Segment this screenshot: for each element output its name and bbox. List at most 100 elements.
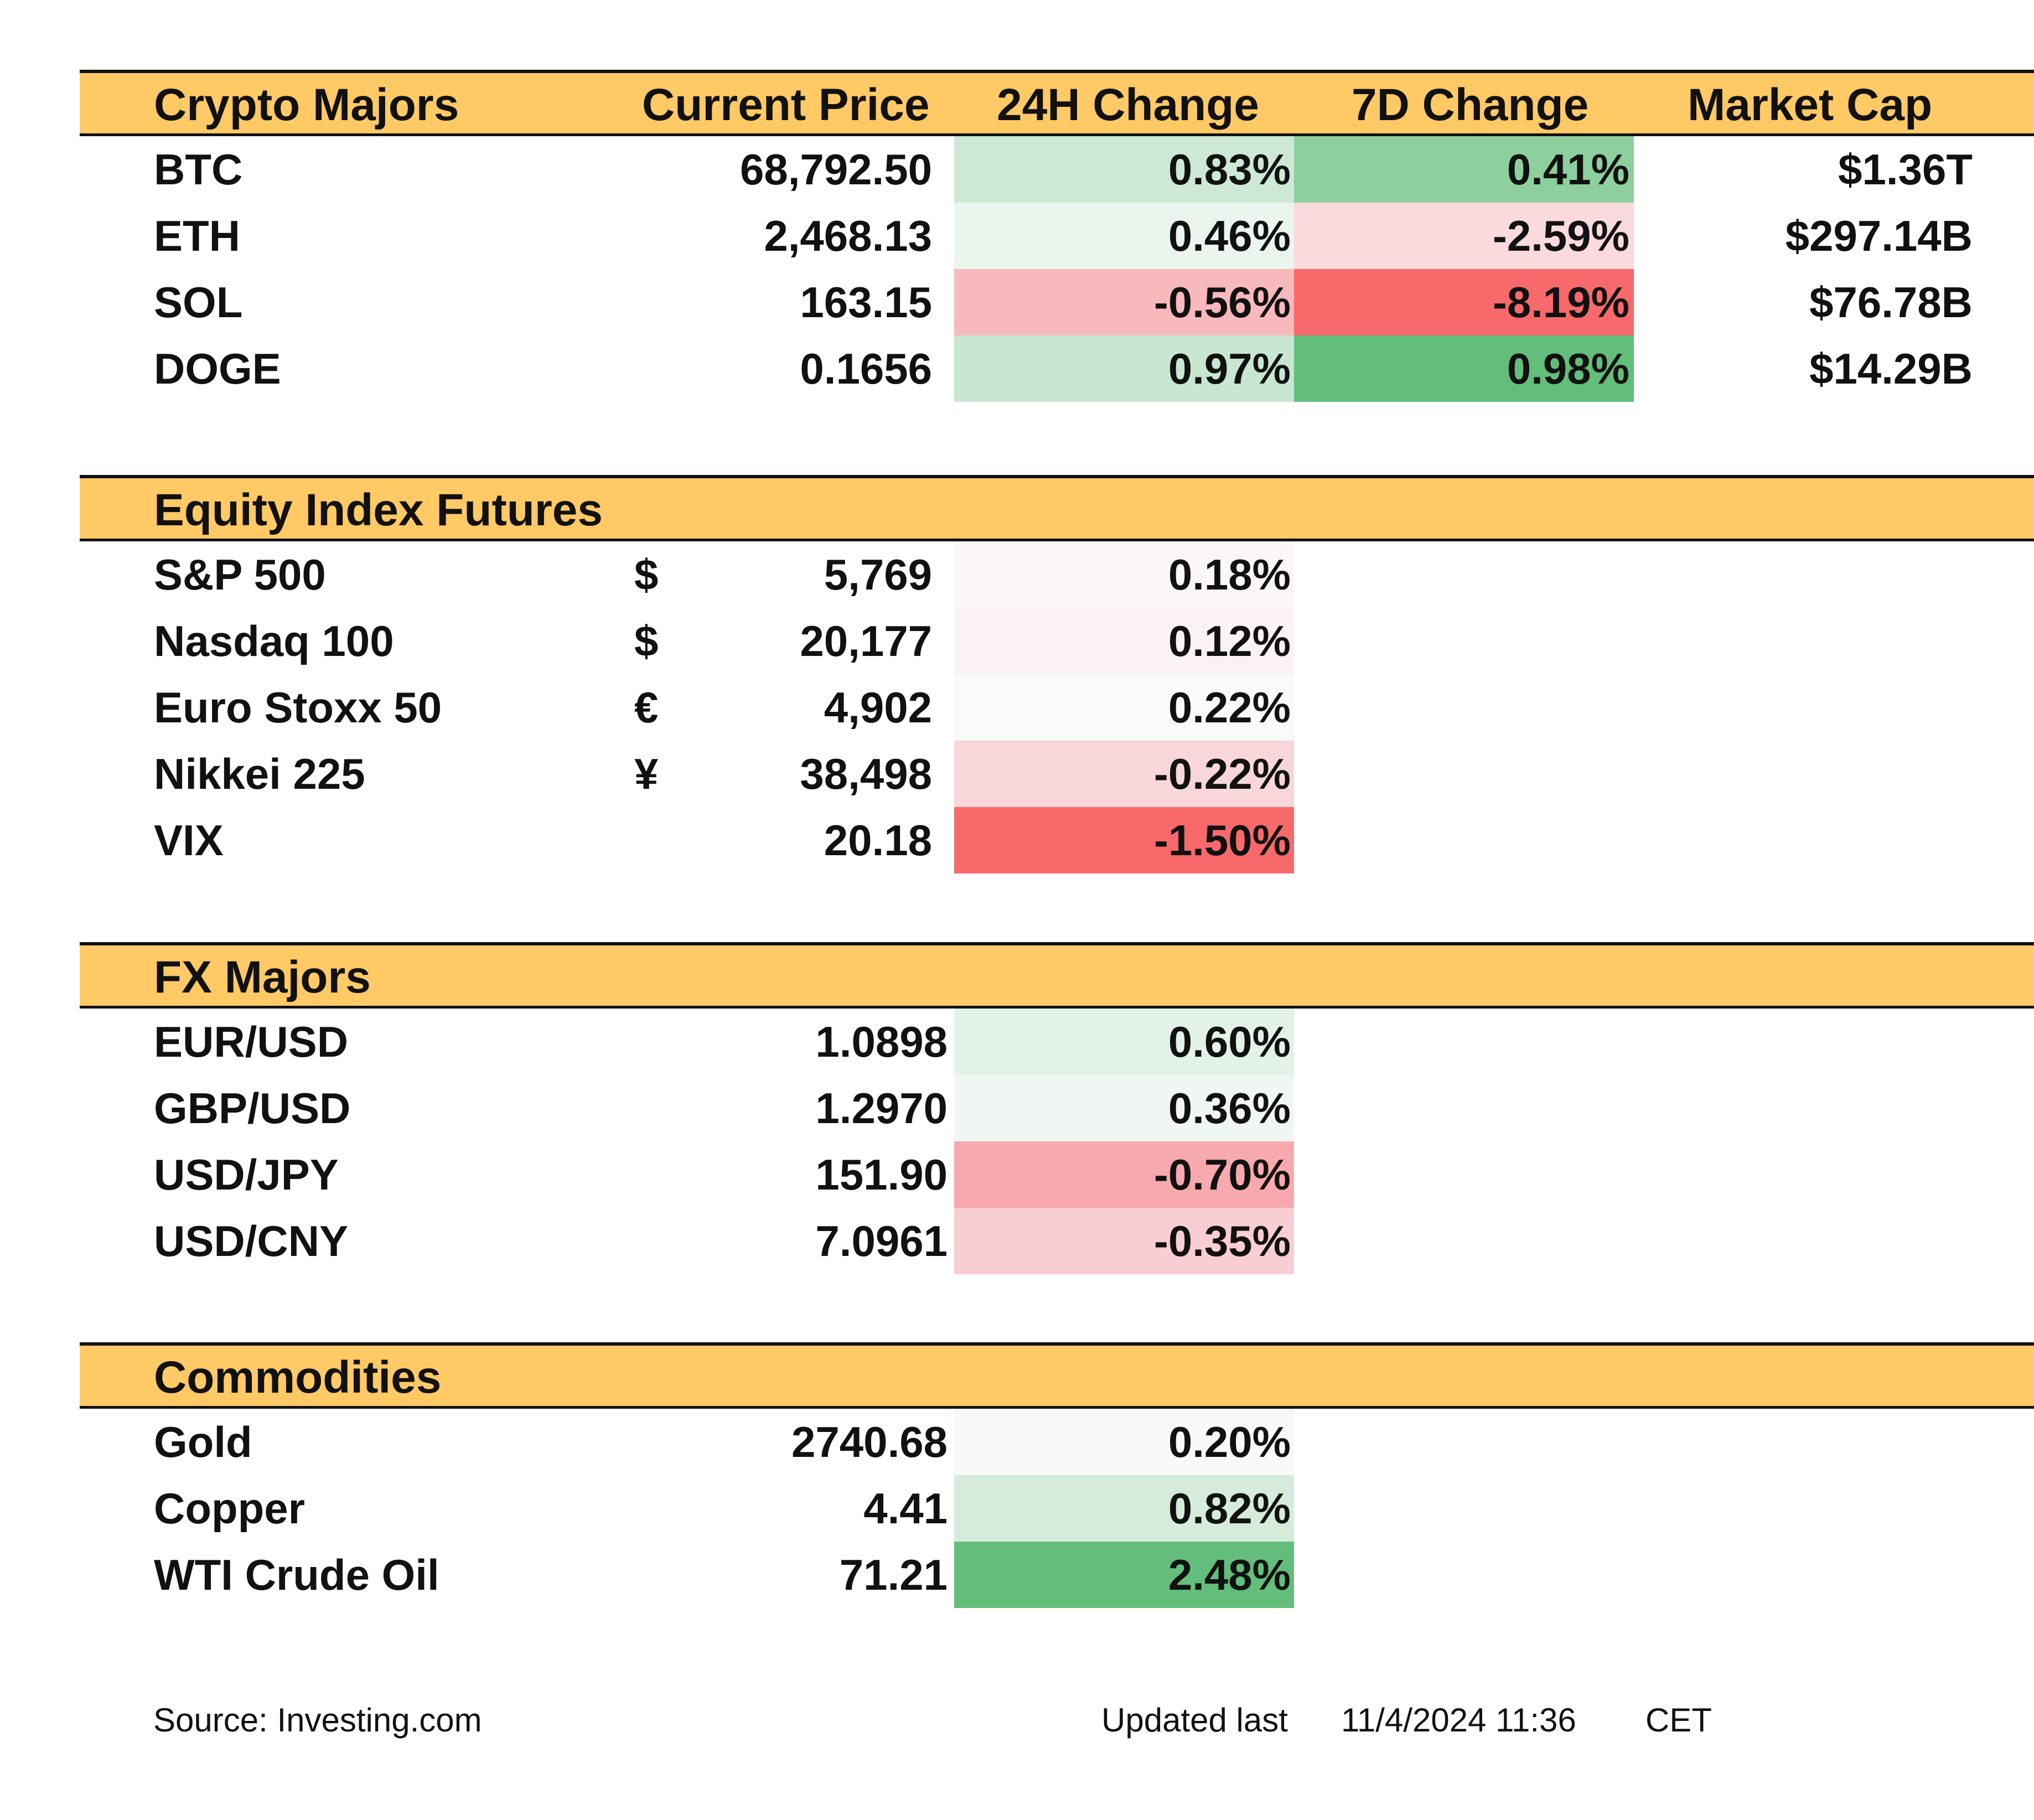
current-price-value: 2740.68 bbox=[791, 1418, 948, 1466]
market-cap-value: $1.36T bbox=[1838, 145, 1973, 194]
table-row: GBP/USD 1.2970 0.36% bbox=[80, 1075, 2034, 1141]
current-price-value: 1.2970 bbox=[815, 1084, 948, 1133]
currency-symbol: € bbox=[634, 683, 659, 732]
24h-change-fill bbox=[954, 269, 1294, 335]
24h-change-value: 0.20% bbox=[1168, 1418, 1291, 1466]
equity-header-row: Equity Index Futures bbox=[80, 475, 2034, 541]
7d-change-header: 7D Change bbox=[1352, 80, 1589, 130]
current-price-value: 4,902 bbox=[824, 683, 932, 732]
24h-change-value: 0.97% bbox=[1168, 344, 1291, 393]
table-row: VIX 20.18 -1.50% bbox=[80, 807, 2034, 873]
currency-symbol: $ bbox=[634, 550, 659, 599]
equity-index-futures-section: Equity Index Futures S&P 500 $5,769 0.18% N… bbox=[80, 475, 2034, 873]
instrument-name: EUR/USD bbox=[154, 1017, 349, 1066]
fx-majors-section: FX Majors EUR/USD 1.0898 0.60% GBP/USD 1.297… bbox=[80, 942, 2034, 1274]
24h-change-value: -0.35% bbox=[1153, 1217, 1291, 1265]
24h-change-fill bbox=[954, 1075, 1294, 1141]
24h-change-value: 0.18% bbox=[1168, 550, 1291, 599]
instrument-name: SOL bbox=[154, 278, 243, 327]
fx-header-row: FX Majors bbox=[80, 942, 2034, 1009]
current-price-value: 4.41 bbox=[863, 1484, 948, 1533]
market-cap-header: Market Cap bbox=[1688, 80, 1933, 130]
instrument-name: S&P 500 bbox=[154, 550, 326, 599]
current-price-header: Current Price bbox=[642, 80, 930, 130]
7d-change-value: 0.41% bbox=[1507, 145, 1629, 194]
crypto-majors-section: Crypto Majors Current Price 24H Change 7… bbox=[80, 70, 2034, 402]
timezone-label: CET bbox=[1645, 1702, 1712, 1739]
commodities-section: Commodities Gold 2740.68 0.20% Copper 4.41 0.… bbox=[80, 1342, 2034, 1608]
table-row: Copper 4.41 0.82% bbox=[80, 1475, 2034, 1542]
table-row: EUR/USD 1.0898 0.60% bbox=[80, 1009, 2034, 1075]
instrument-name: Gold bbox=[154, 1418, 252, 1466]
table-row: ETH 2,468.13 0.46% -2.59% $297.14B bbox=[80, 203, 2034, 269]
24h-change-fill bbox=[954, 1208, 1294, 1274]
table-row: Gold 2740.68 0.20% bbox=[80, 1409, 2034, 1475]
instrument-name: USD/JPY bbox=[154, 1150, 339, 1199]
equity-section-title: Equity Index Futures bbox=[154, 485, 603, 535]
market-cap-value: $297.14B bbox=[1785, 211, 1973, 260]
table-row: DOGE 0.1656 0.97% 0.98% $14.29B bbox=[80, 335, 2034, 402]
source-note: Source: Investing.com bbox=[153, 1702, 482, 1739]
24h-change-fill bbox=[954, 807, 1294, 873]
market-cap-value: $76.78B bbox=[1809, 278, 1973, 327]
24h-change-fill bbox=[954, 741, 1294, 807]
instrument-name: WTI Crude Oil bbox=[154, 1550, 439, 1599]
current-price-value: 38,498 bbox=[800, 749, 932, 798]
24h-change-fill bbox=[954, 1409, 1294, 1475]
current-price-value: 2,468.13 bbox=[764, 211, 932, 260]
24h-change-value: -0.56% bbox=[1153, 278, 1291, 327]
fx-section-title: FX Majors bbox=[154, 952, 371, 1002]
24h-change-value: 0.46% bbox=[1168, 211, 1291, 260]
24h-change-value: -1.50% bbox=[1153, 816, 1291, 865]
current-price-value: 163.15 bbox=[800, 278, 932, 327]
24h-change-value: -0.22% bbox=[1153, 749, 1291, 798]
table-row: BTC 68,792.50 0.83% 0.41% $1.36T bbox=[80, 136, 2034, 203]
7d-change-value: -2.59% bbox=[1492, 211, 1629, 260]
table-row: Euro Stoxx 50 €4,902 0.22% bbox=[80, 674, 2034, 741]
instrument-name: Copper bbox=[154, 1484, 305, 1533]
24h-change-fill bbox=[954, 1475, 1294, 1542]
footer: Source: Investing.com Updated last 11/4/… bbox=[0, 1698, 2034, 1743]
current-price-value: 7.0961 bbox=[815, 1217, 948, 1265]
7d-change-fill bbox=[1294, 269, 1634, 335]
table-row: Nikkei 225 ¥38,498 -0.22% bbox=[80, 741, 2034, 807]
24h-change-value: 0.82% bbox=[1168, 1484, 1291, 1533]
24h-change-value: 0.60% bbox=[1168, 1017, 1291, 1066]
market-cap-value: $14.29B bbox=[1809, 344, 1973, 393]
instrument-name: Euro Stoxx 50 bbox=[154, 683, 442, 732]
table-row: USD/CNY 7.0961 -0.35% bbox=[80, 1208, 2034, 1274]
current-price-value: 71.21 bbox=[839, 1550, 948, 1599]
24h-change-value: 0.36% bbox=[1168, 1084, 1291, 1133]
table-row: WTI Crude Oil 71.21 2.48% bbox=[80, 1542, 2034, 1608]
7d-change-value: -8.19% bbox=[1492, 278, 1629, 327]
24h-change-header: 24H Change bbox=[997, 80, 1259, 130]
24h-change-value: 0.22% bbox=[1168, 683, 1291, 732]
currency-symbol: ¥ bbox=[634, 749, 659, 798]
table-row: Nasdaq 100 $20,177 0.12% bbox=[80, 608, 2034, 674]
24h-change-value: 2.48% bbox=[1168, 1550, 1291, 1599]
24h-change-value: 0.83% bbox=[1168, 145, 1291, 194]
instrument-name: Nikkei 225 bbox=[154, 749, 365, 798]
table-row: SOL 163.15 -0.56% -8.19% $76.78B bbox=[80, 269, 2034, 335]
instrument-name: Nasdaq 100 bbox=[154, 617, 394, 665]
commodities-section-title: Commodities bbox=[154, 1352, 442, 1403]
instrument-name: USD/CNY bbox=[154, 1217, 349, 1265]
current-price-value: 151.90 bbox=[815, 1150, 948, 1199]
current-price-value: 20,177 bbox=[800, 617, 932, 665]
24h-change-fill bbox=[954, 674, 1294, 741]
table-row: USD/JPY 151.90 -0.70% bbox=[80, 1141, 2034, 1208]
7d-change-fill bbox=[1294, 203, 1634, 269]
instrument-name: VIX bbox=[154, 816, 224, 865]
24h-change-fill bbox=[954, 136, 1294, 203]
24h-change-fill bbox=[954, 1542, 1294, 1608]
24h-change-fill bbox=[954, 1141, 1294, 1208]
current-price-value: 5,769 bbox=[824, 550, 932, 599]
7d-change-fill bbox=[1294, 136, 1634, 203]
crypto-header-row: Crypto Majors Current Price 24H Change 7… bbox=[80, 70, 2034, 136]
current-price-value: 0.1656 bbox=[800, 344, 932, 393]
7d-change-fill bbox=[1294, 335, 1634, 402]
24h-change-fill bbox=[954, 541, 1294, 608]
table-row: S&P 500 $5,769 0.18% bbox=[80, 541, 2034, 608]
24h-change-fill bbox=[954, 608, 1294, 674]
updated-timestamp: 11/4/2024 11:36 bbox=[1341, 1702, 1576, 1739]
